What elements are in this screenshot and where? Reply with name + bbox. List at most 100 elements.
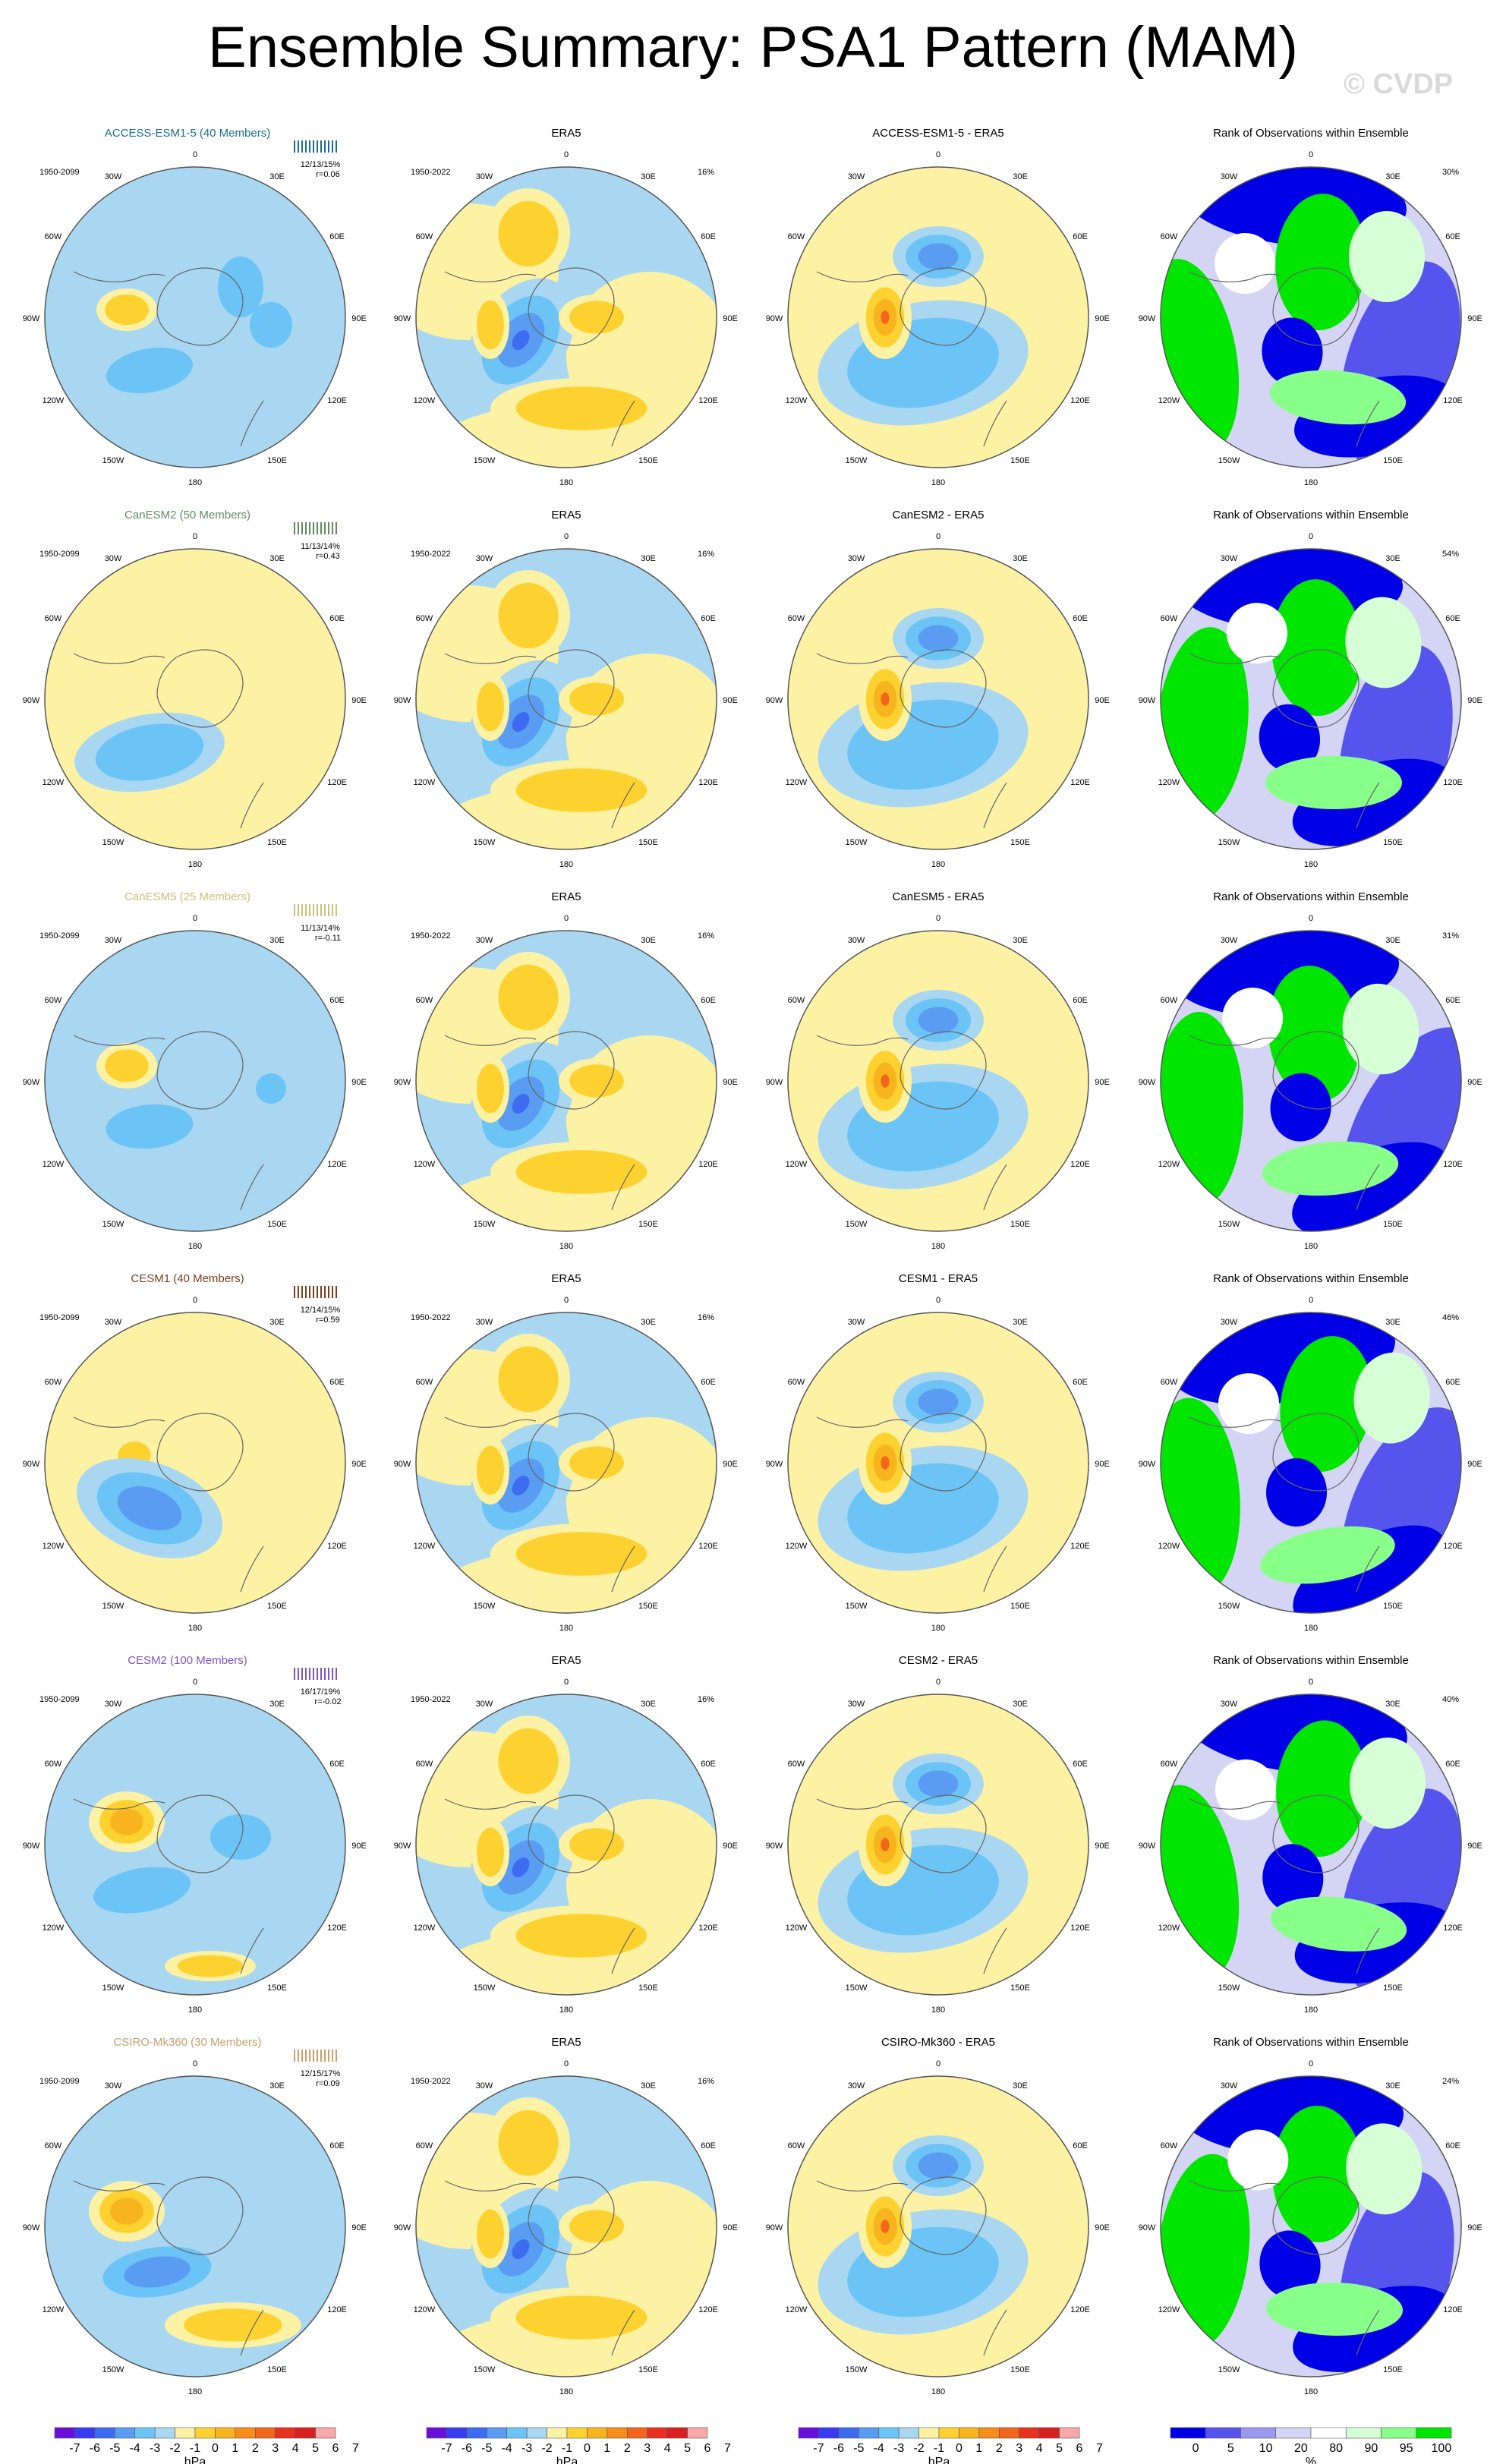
colorbar-tick-label: 4 [664, 2442, 671, 2455]
longitude-label: 180 [559, 478, 573, 487]
continent-outline [156, 2176, 244, 2255]
colorbar-tick-label: 95 [1400, 2442, 1413, 2455]
longitude-label: 90W [394, 696, 411, 705]
diff-contour-2-3 [881, 1838, 890, 1851]
longitude-label: 150W [102, 2365, 124, 2374]
coastline [73, 1798, 165, 1810]
obs-contour-1-1 [498, 1346, 559, 1413]
longitude-label: 60E [1073, 1760, 1088, 1769]
colorbar-swatch [254, 2427, 276, 2439]
longitude-label: 150E [267, 1983, 287, 1993]
colorbar-swatch [838, 2427, 859, 2439]
longitude-label: 30W [476, 1318, 493, 1327]
longitude-label: 30W [476, 1700, 493, 1709]
longitude-label: 0 [564, 914, 569, 923]
longitude-label: 90E [1467, 314, 1482, 323]
obs-contour-layer [466, 952, 673, 1202]
longitude-label: 0 [564, 1678, 569, 1687]
obs-percent: 16% [698, 2077, 714, 2086]
longitude-label: 150W [1218, 1220, 1240, 1229]
continent-outline [156, 1031, 244, 1110]
longitude-label: 60W [416, 996, 433, 1005]
continent-outline [528, 649, 615, 728]
longitude-label: 30W [476, 2081, 493, 2091]
longitude-label: 60W [45, 232, 62, 241]
member-tick [301, 904, 303, 916]
row-0-rank-panel: 0 30E 60E 90E 120E 150E 180 150W 120W 90W 60W 30W Ra… [1139, 127, 1482, 487]
longitude-label: 150W [102, 838, 124, 847]
colorbar-tick-label: -3 [893, 2442, 904, 2455]
member-tick [332, 522, 333, 534]
member-tick [301, 1668, 303, 1680]
member-tick [317, 140, 318, 153]
obs-period: 1950-2022 [411, 931, 451, 941]
longitude-label: 0 [1309, 1296, 1313, 1305]
member-tick [294, 522, 295, 534]
member-tick [336, 2050, 337, 2062]
longitude-label: 60E [1445, 2141, 1460, 2150]
longitude-label: 150W [474, 1602, 496, 1611]
colorbar-tick-label: -4 [874, 2442, 884, 2455]
longitude-label: 120W [414, 1160, 436, 1169]
longitude-label: 180 [931, 1242, 945, 1251]
longitude-label: 30E [1013, 936, 1028, 945]
rank-region-4 [1262, 317, 1323, 386]
colorbar-tick-label: 2 [996, 2442, 1003, 2455]
longitude-label: 180 [1304, 2006, 1318, 2015]
longitude-label: 90E [1095, 314, 1110, 323]
member-tick [328, 1286, 329, 1298]
colorbar-tick-label: 1 [603, 2442, 610, 2455]
member-tick [298, 1286, 299, 1298]
rank-percent: 54% [1442, 550, 1459, 559]
colorbar-swatch [54, 2427, 75, 2439]
colorbar-swatch [235, 2427, 256, 2439]
longitude-label: 180 [559, 2387, 573, 2396]
longitude-label: 120W [414, 396, 436, 405]
colorbar-swatch [1059, 2427, 1080, 2439]
longitude-label: 60E [329, 2141, 345, 2150]
model-contour-0-0 [53, 206, 216, 322]
longitude-label: 180 [188, 2387, 202, 2396]
diff-contour-layer [818, 226, 1029, 426]
row-0-obs-panel: 0 30E 60E 90E 120E 150E 180 150W 120W 90W 60W 30W ER… [394, 127, 738, 487]
colorbar-swatch [858, 2427, 880, 2439]
longitude-label: 90E [1467, 1842, 1482, 1851]
longitude-label: 30W [105, 936, 122, 945]
diff-title: CanESM2 - ERA5 [893, 509, 985, 521]
diff-title: ACCESS-ESM1-5 - ERA5 [872, 127, 1003, 140]
colorbar-tick-label: 6 [332, 2442, 339, 2455]
map-frame [1160, 1694, 1462, 1996]
longitude-label: 90W [394, 1078, 411, 1087]
coastline-nz [1356, 1546, 1380, 1593]
longitude-label: 0 [936, 914, 940, 923]
colorbar-tick-label: -3 [521, 2442, 532, 2455]
rank-region-3 [1271, 579, 1363, 717]
map-frame [44, 548, 346, 850]
map-frame [787, 2075, 1089, 2377]
longitude-label: 30E [1013, 1700, 1028, 1709]
obs-percent: 16% [698, 1313, 714, 1322]
rank-layer [1161, 1694, 1461, 1995]
member-tick [324, 1286, 326, 1298]
obs-contour-4-1 [569, 1828, 624, 1861]
longitude-label: 120W [1158, 1542, 1180, 1551]
map-frame [44, 166, 346, 468]
colorbar-tick-label: 5 [1227, 2442, 1234, 2455]
coastline [444, 1798, 537, 1810]
longitude-label: 30W [105, 2081, 122, 2091]
longitude-label: 0 [1309, 532, 1313, 541]
longitude-label: 0 [193, 150, 197, 159]
coastline [1189, 2180, 1281, 2191]
longitude-label: 30E [269, 936, 285, 945]
obs-contour-layer [466, 1334, 673, 1584]
longitude-label: 60W [45, 2141, 62, 2150]
member-tick [305, 140, 307, 153]
longitude-label: 60E [701, 996, 716, 1005]
colorbar-tick-label: -1 [934, 2442, 944, 2455]
continent-outline [156, 649, 244, 728]
longitude-label: 60E [1073, 232, 1088, 241]
map-frame [44, 930, 346, 1232]
longitude-label: 30E [269, 1318, 285, 1327]
longitude-label: 60W [1161, 614, 1178, 623]
obs-percent: 16% [698, 931, 714, 941]
